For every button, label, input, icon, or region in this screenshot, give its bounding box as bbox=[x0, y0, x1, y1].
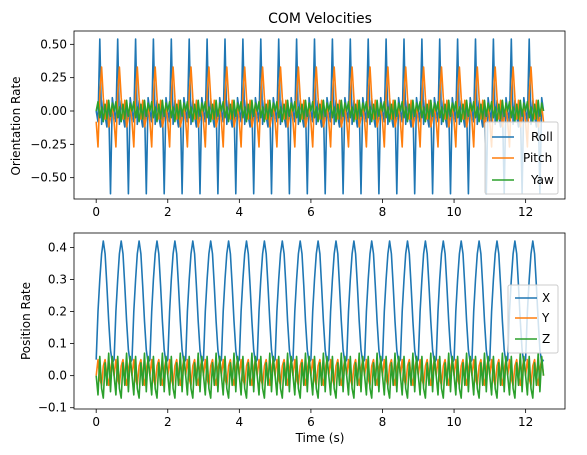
legend-box-top bbox=[484, 121, 559, 195]
legend-box-bottom bbox=[507, 284, 559, 354]
legend-label-x: X bbox=[542, 291, 550, 305]
legend-bottom: X Y Z bbox=[507, 284, 559, 354]
x-tick-label: 0 bbox=[92, 415, 100, 429]
x-tick-label: 8 bbox=[379, 205, 387, 219]
chart-title: COM Velocities bbox=[268, 11, 372, 27]
position-subplot: Position Rate Time (s) 0 2 4 6 8 10 12 0.4 0.3 0.… bbox=[19, 232, 566, 445]
y-tick-label: −0.50 bbox=[30, 171, 67, 185]
x-tick-label: 2 bbox=[164, 415, 172, 429]
legend-label-pitch: Pitch bbox=[523, 151, 552, 165]
legend-label-y: Y bbox=[541, 311, 550, 325]
y-tick-label: −0.25 bbox=[30, 137, 67, 151]
x-tick-label: 6 bbox=[307, 205, 315, 219]
x-tick-label: 12 bbox=[518, 205, 533, 219]
x-tick-label: 4 bbox=[236, 415, 244, 429]
x-axis-label: Time (s) bbox=[295, 431, 345, 445]
axes-frame-bottom bbox=[73, 232, 566, 410]
y-axis-label-top: Orientation Rate bbox=[9, 76, 23, 175]
position-plot-area: 0 2 4 6 8 10 12 0.4 0.3 0.2 0.1 0.0 −0.1 bbox=[38, 240, 545, 429]
y-tick-label: 0.3 bbox=[48, 272, 67, 286]
legend-label-z: Z bbox=[542, 332, 550, 346]
legend-top: Roll Pitch Yaw bbox=[484, 121, 559, 195]
legend-label-yaw: Yaw bbox=[530, 173, 554, 187]
y-tick-label: 0.4 bbox=[48, 240, 67, 254]
y-tick-label: 0.2 bbox=[48, 305, 67, 319]
x-tick-label: 8 bbox=[379, 415, 387, 429]
x-tick-label: 10 bbox=[446, 415, 461, 429]
y-axis-label-bottom: Position Rate bbox=[19, 282, 33, 360]
legend-label-roll: Roll bbox=[531, 130, 553, 144]
x-tick-label: 12 bbox=[518, 415, 533, 429]
orientation-subplot: COM Velocities Orientation Rate 0 2 4 6 8 10 1… bbox=[9, 11, 566, 219]
y-tick-label: 0.1 bbox=[48, 337, 67, 351]
series-line-yaw bbox=[95, 99, 545, 123]
orientation-plot-area: 0 2 4 6 8 10 12 0.50 0.25 0.00 −0.25 −0.50 bbox=[30, 37, 545, 219]
series-line-x bbox=[95, 240, 545, 364]
y-tick-label: 0.25 bbox=[40, 71, 67, 85]
y-tick-label: −0.1 bbox=[38, 401, 67, 415]
x-tick-label: 2 bbox=[164, 205, 172, 219]
axes-frame-top bbox=[73, 30, 566, 200]
y-tick-label: 0.00 bbox=[40, 104, 67, 118]
y-tick-label: 0.50 bbox=[40, 37, 67, 51]
y-tick-label: 0.0 bbox=[48, 369, 67, 383]
x-tick-label: 6 bbox=[307, 415, 315, 429]
x-tick-label: 10 bbox=[446, 205, 461, 219]
series-line-z bbox=[95, 352, 545, 399]
x-tick-label: 4 bbox=[236, 205, 244, 219]
x-tick-label: 0 bbox=[92, 205, 100, 219]
